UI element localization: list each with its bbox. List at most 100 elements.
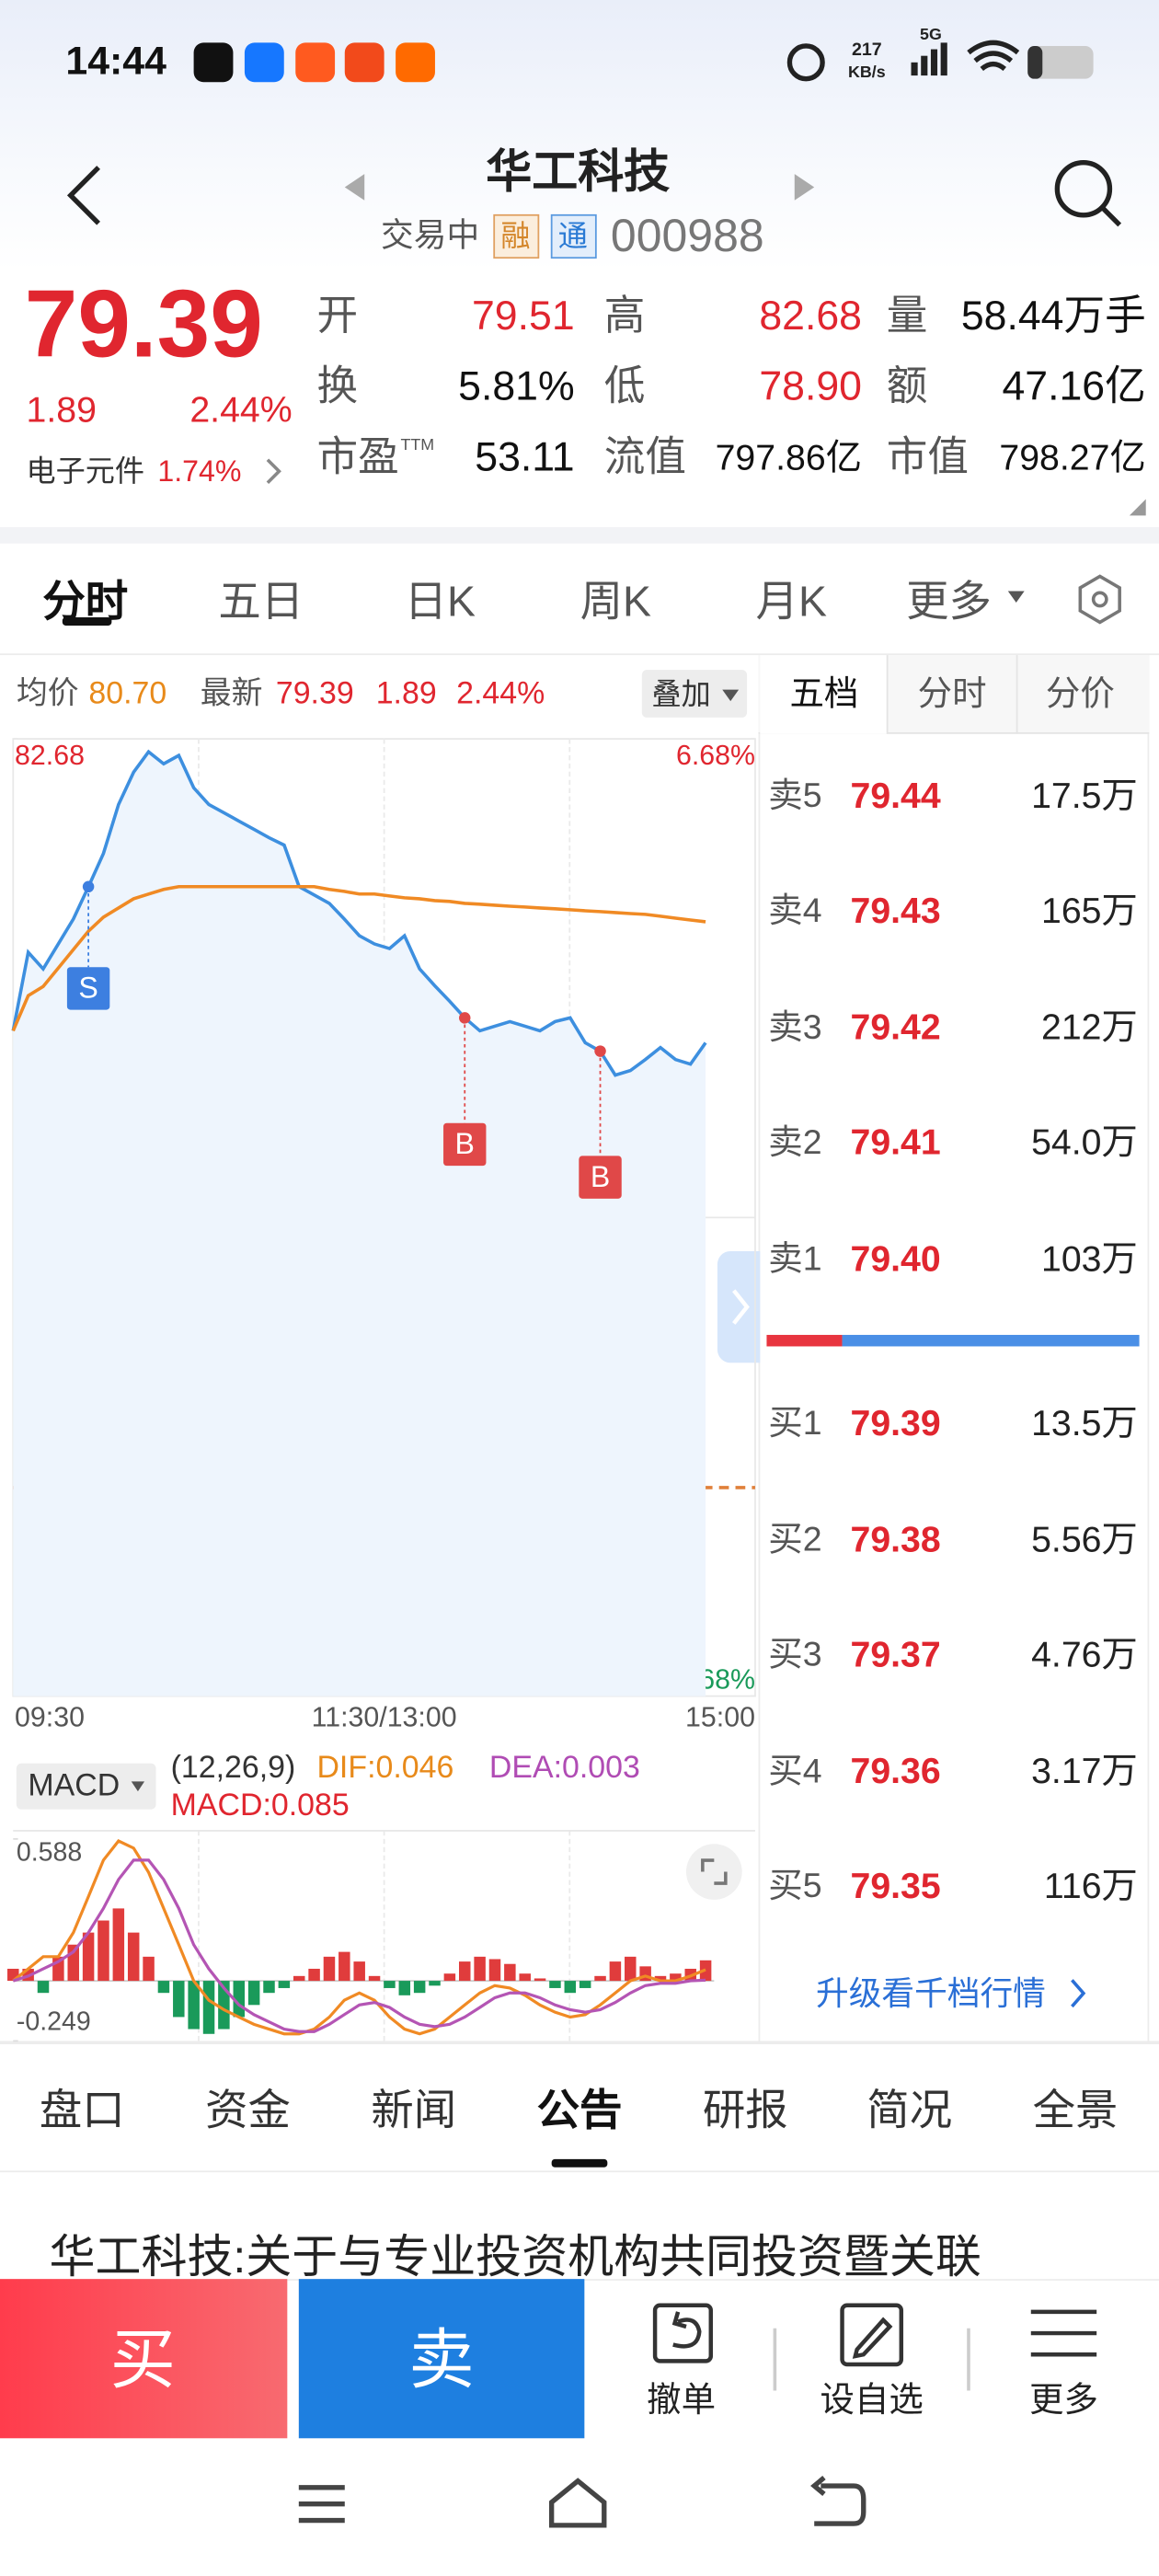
info-tab[interactable]: 全景	[1032, 2085, 1119, 2135]
book-level: 卖4	[768, 891, 822, 931]
info-tab[interactable]: 公告	[536, 2085, 623, 2135]
macd-bar	[384, 1981, 396, 1988]
sector-pct: 1.74%	[157, 454, 242, 489]
macd-bar	[534, 1978, 546, 1982]
chart-tab[interactable]: 分时	[42, 576, 129, 626]
book-volume: 4.76万	[1031, 1633, 1138, 1675]
book-price: 79.44	[850, 775, 941, 816]
cancel-label[interactable]: 撤单	[647, 2381, 717, 2420]
sell-button[interactable]	[298, 2279, 585, 2439]
field-label: 高	[603, 293, 646, 339]
field-value: 58.44万手	[960, 293, 1146, 339]
chart-tab[interactable]: 周K	[580, 576, 651, 626]
macd-bar	[594, 1975, 606, 1982]
macd-caret	[131, 1781, 145, 1792]
net-speed: 217	[851, 40, 882, 61]
book-level: 买4	[768, 1753, 822, 1791]
info-tab[interactable]: 盘口	[39, 2085, 125, 2135]
book-volume: 165万	[1041, 890, 1138, 931]
x-tick-label: 15:00	[685, 1703, 755, 1733]
macd-bar	[368, 1975, 381, 1982]
macd-bar	[609, 1961, 622, 1982]
search-icon[interactable]	[1054, 160, 1122, 227]
more-icon[interactable]	[1030, 2309, 1097, 2357]
field-value: 79.51	[471, 293, 575, 339]
book-volume: 212万	[1041, 1006, 1138, 1048]
macd-bar	[443, 1973, 456, 1982]
next-stock[interactable]	[794, 174, 815, 201]
field-label: 量	[886, 293, 928, 339]
macd-bar	[519, 1973, 531, 1982]
prev-stock[interactable]	[344, 174, 365, 201]
chart-tab[interactable]: 五日	[218, 576, 304, 626]
more-label[interactable]: 更多	[1029, 2381, 1098, 2420]
watch-label[interactable]: 设自选	[820, 2381, 924, 2420]
sell-label[interactable]: 卖	[408, 2325, 475, 2398]
field-label: 换	[316, 363, 359, 410]
info-tab[interactable]: 研报	[702, 2085, 788, 2135]
nav-home[interactable]	[548, 2478, 607, 2528]
upgrade-chevron[interactable]	[1071, 1979, 1086, 2008]
book-level: 卖5	[768, 777, 822, 816]
field-label: 市值	[886, 434, 970, 481]
y2-tick-label: 6.68%	[676, 741, 755, 771]
macd-fullscreen-icon[interactable]	[686, 1844, 742, 1900]
macd-bar	[654, 1975, 667, 1982]
chart-tab[interactable]: 更多	[906, 576, 992, 626]
expand-side-button[interactable]	[717, 1250, 761, 1363]
signal-label: B	[591, 1160, 610, 1193]
field-value: 47.16亿	[1002, 363, 1146, 410]
x-tick-label: 11:30/13:00	[312, 1703, 457, 1733]
info-tab[interactable]: 新闻	[371, 2085, 457, 2135]
macd-bar	[202, 1981, 215, 2034]
chart-tab[interactable]: 日K	[404, 576, 476, 626]
settings-icon[interactable]	[1078, 574, 1121, 625]
signal-box	[443, 1122, 487, 1167]
macd-bar	[143, 1956, 155, 1982]
sector-name[interactable]: 电子元件	[26, 454, 145, 489]
book-volume: 17.5万	[1031, 775, 1138, 816]
trade-status: 交易中	[381, 218, 480, 255]
chart-tab[interactable]: 月K	[755, 576, 827, 626]
book-level: 买2	[768, 1521, 822, 1559]
nav-menu[interactable]	[298, 2485, 345, 2524]
cancel-icon[interactable]	[652, 2303, 714, 2363]
expand-corner[interactable]	[1129, 499, 1146, 516]
book-price: 79.43	[850, 890, 941, 931]
macd-button[interactable]: MACD	[28, 1769, 120, 1804]
info-tab[interactable]: 资金	[205, 2085, 291, 2135]
macd-bar	[564, 1981, 577, 1994]
macd-bar	[173, 1981, 185, 2018]
net-unit: KB/s	[847, 63, 886, 83]
badge-rong: 融	[500, 220, 531, 253]
macd-bar	[549, 1981, 561, 1988]
book-volume: 116万	[1043, 1865, 1138, 1907]
clock: 14:44	[65, 39, 166, 85]
book-tab[interactable]: 分价	[1045, 675, 1115, 714]
info-tab[interactable]: 简况	[866, 2085, 953, 2135]
macd-button-bg[interactable]	[16, 1763, 156, 1810]
book-tab[interactable]: 五档	[789, 675, 859, 714]
book-tab[interactable]: 分时	[917, 675, 987, 714]
book-volume: 54.0万	[1031, 1121, 1138, 1163]
field-label-sup: TTM	[400, 436, 435, 455]
news-title[interactable]: 华工科技:关于与专业投资机构共同投资暨关联	[49, 2231, 981, 2283]
back-icon[interactable]	[66, 166, 100, 225]
x-tick-label: 09:30	[15, 1703, 85, 1733]
expand-arrow	[732, 1289, 750, 1325]
more-caret	[1007, 591, 1025, 603]
buy-button[interactable]	[0, 2279, 288, 2439]
overlay-caret	[722, 689, 740, 702]
section-divider	[0, 526, 1159, 544]
nav-back[interactable]	[810, 2476, 866, 2526]
overlay-button[interactable]: 叠加	[651, 678, 711, 711]
upgrade-link[interactable]: 升级看千档行情	[815, 1976, 1046, 2014]
sector-chevron[interactable]	[266, 458, 281, 484]
price-area	[13, 752, 706, 1696]
dea-line	[12, 1858, 706, 2033]
tabs-border	[0, 653, 1159, 656]
macd-bar	[157, 1981, 170, 1994]
book-price: 79.39	[850, 1402, 941, 1443]
watch-icon[interactable]	[840, 2303, 904, 2367]
buy-label[interactable]: 买	[109, 2325, 176, 2398]
